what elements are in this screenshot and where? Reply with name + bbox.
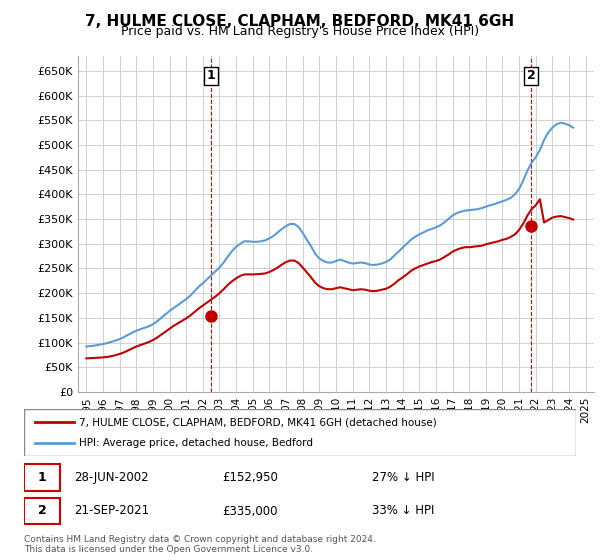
Text: Contains HM Land Registry data © Crown copyright and database right 2024.
This d: Contains HM Land Registry data © Crown c… [24,535,376,554]
Text: 7, HULME CLOSE, CLAPHAM, BEDFORD, MK41 6GH: 7, HULME CLOSE, CLAPHAM, BEDFORD, MK41 6… [85,14,515,29]
Text: 21-SEP-2021: 21-SEP-2021 [74,505,149,517]
Text: 1: 1 [38,471,47,484]
Text: HPI: Average price, detached house, Bedford: HPI: Average price, detached house, Bedf… [79,438,313,448]
Text: 7, HULME CLOSE, CLAPHAM, BEDFORD, MK41 6GH (detached house): 7, HULME CLOSE, CLAPHAM, BEDFORD, MK41 6… [79,417,437,427]
Text: Price paid vs. HM Land Registry's House Price Index (HPI): Price paid vs. HM Land Registry's House … [121,25,479,38]
Text: 33% ↓ HPI: 33% ↓ HPI [372,505,434,517]
Text: 2: 2 [527,69,535,82]
Text: 28-JUN-2002: 28-JUN-2002 [74,471,148,484]
FancyBboxPatch shape [24,498,60,524]
Text: £152,950: £152,950 [223,471,278,484]
FancyBboxPatch shape [24,464,60,491]
FancyBboxPatch shape [24,409,576,456]
Text: 27% ↓ HPI: 27% ↓ HPI [372,471,434,484]
Text: 2: 2 [38,505,47,517]
Text: £335,000: £335,000 [223,505,278,517]
Text: 1: 1 [206,69,215,82]
